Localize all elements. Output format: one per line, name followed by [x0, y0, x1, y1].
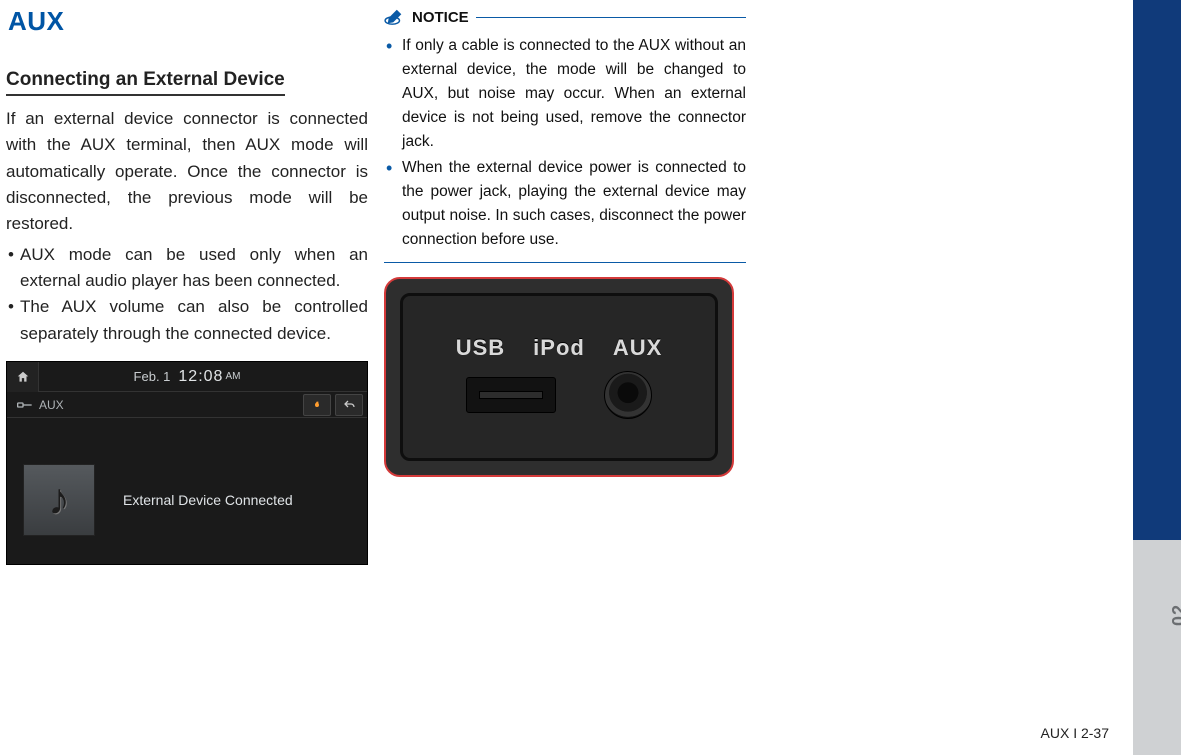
screenshot-topbar: Feb. 1 12:08 AM — [7, 362, 367, 392]
screenshot-right-buttons — [303, 394, 363, 416]
music-note-icon: ♪ — [23, 464, 95, 536]
aux-jack-icon — [604, 371, 652, 419]
notice-list: If only a cable is connected to the AUX … — [384, 32, 746, 263]
notice-item: When the external device power is connec… — [384, 156, 746, 252]
rail-gray: 02 — [1133, 540, 1181, 755]
usb-slot-icon — [466, 377, 556, 413]
right-rail: 02 — [1133, 0, 1181, 755]
screenshot-main: ♪ External Device Connected — [23, 464, 293, 536]
port-row — [466, 371, 652, 419]
screenshot-main-text: External Device Connected — [123, 492, 293, 508]
port-panel: USB iPod AUX — [400, 293, 718, 461]
screenshot-time: 12:08 — [178, 368, 223, 386]
notice-item: If only a cable is connected to the AUX … — [384, 34, 746, 154]
bullet-item: AUX mode can be used only when an extern… — [6, 242, 368, 295]
page-footer: AUX I 2-37 — [1041, 725, 1109, 741]
port-label-aux: AUX — [613, 335, 662, 361]
column-middle: NOTICE If only a cable is connected to t… — [384, 6, 746, 565]
plug-icon — [17, 400, 33, 410]
bullet-list: AUX mode can be used only when an extern… — [6, 242, 368, 347]
column-left: AUX Connecting an External Device If an … — [6, 6, 368, 565]
screenshot-secondbar: AUX — [7, 392, 367, 418]
column-right — [762, 6, 1124, 565]
notice-heading: NOTICE — [384, 8, 746, 26]
port-labels: USB iPod AUX — [456, 335, 663, 361]
screenshot-aux-connected: Feb. 1 12:08 AM AUX — [6, 361, 368, 565]
notice-label: NOTICE — [412, 9, 469, 26]
home-icon — [7, 362, 39, 392]
rail-section-number: 02 — [1169, 604, 1181, 626]
screenshot-ampm: AM — [225, 371, 240, 382]
pencil-icon — [384, 8, 406, 26]
port-photo: USB iPod AUX — [384, 277, 734, 477]
flame-icon — [303, 394, 331, 416]
screenshot-aux-label-wrap: AUX — [11, 398, 64, 412]
screenshot-aux-label: AUX — [39, 398, 64, 412]
screenshot-date: Feb. 1 — [134, 369, 171, 384]
back-icon — [335, 394, 363, 416]
port-label-ipod: iPod — [533, 335, 585, 361]
paragraph: If an external device connector is conne… — [6, 106, 368, 238]
subsection: Connecting an External Device — [6, 55, 368, 102]
page: AUX Connecting an External Device If an … — [0, 0, 1181, 565]
bullet-item: The AUX volume can also be controlled se… — [6, 294, 368, 347]
port-label-usb: USB — [456, 335, 505, 361]
rail-blue — [1133, 0, 1181, 540]
subsection-heading: Connecting an External Device — [6, 69, 285, 96]
section-title: AUX — [8, 6, 368, 37]
